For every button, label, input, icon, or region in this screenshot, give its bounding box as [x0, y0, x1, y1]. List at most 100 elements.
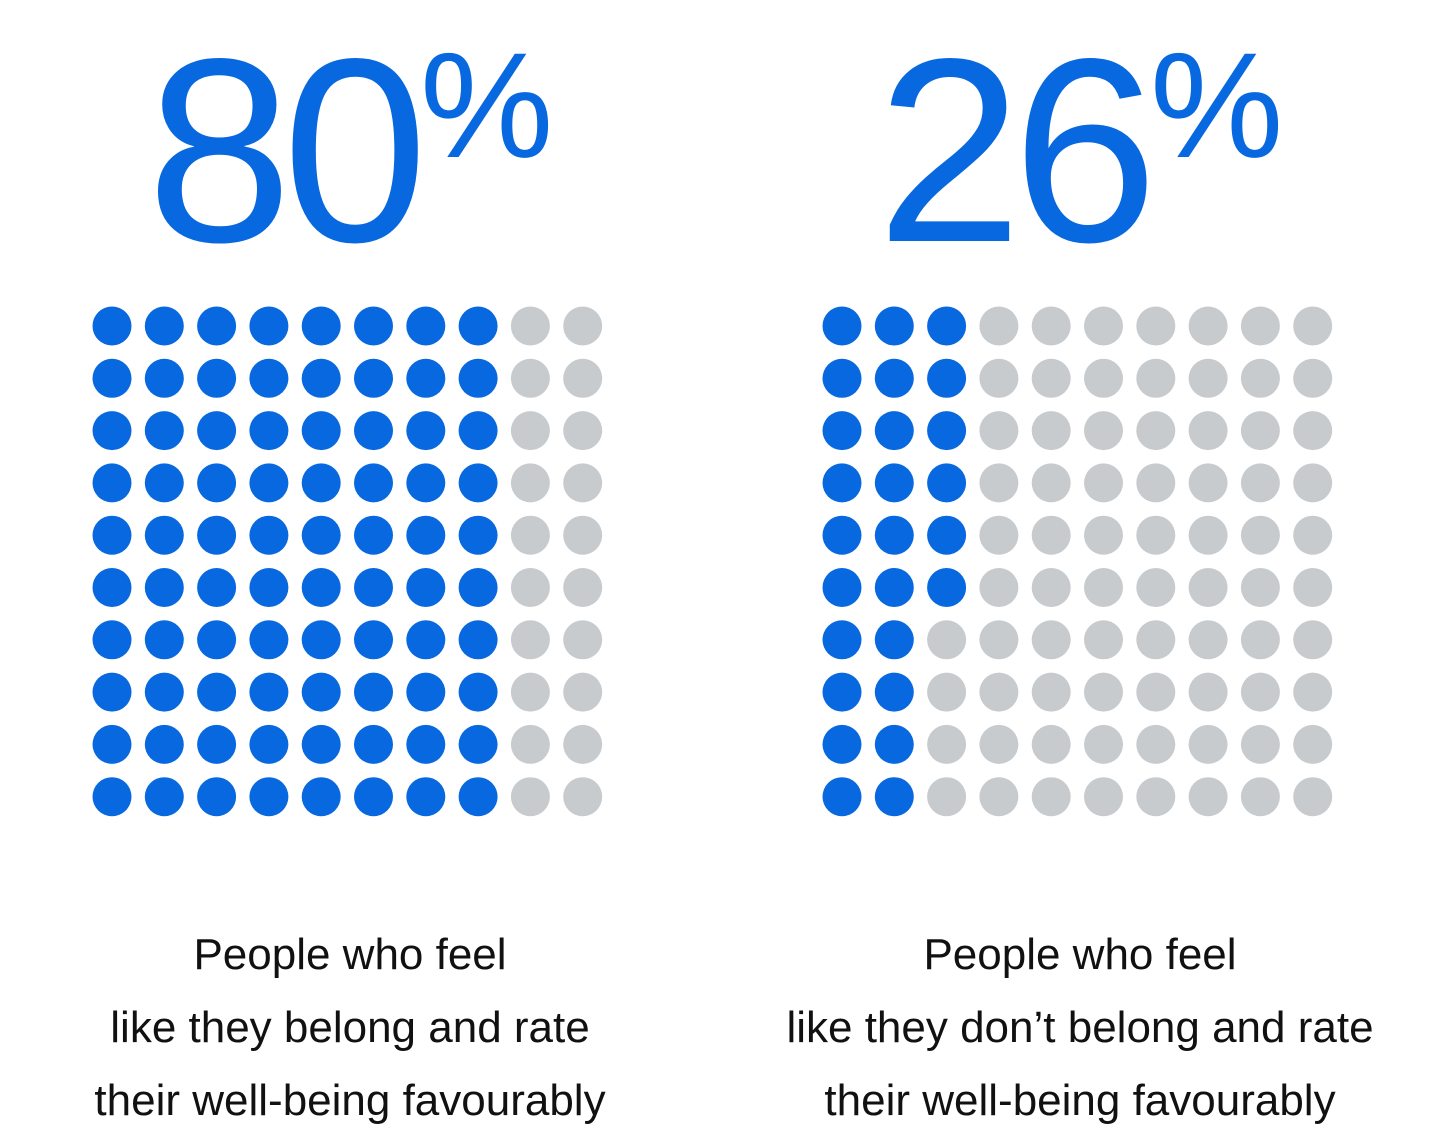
waffle-dot-filled [144, 620, 184, 660]
waffle-dot-filled [301, 777, 341, 817]
waffle-dot-empty [1136, 620, 1176, 660]
waffle-dot-filled [458, 306, 498, 346]
waffle-dot-empty [510, 620, 550, 660]
waffle-dot-filled [197, 411, 237, 451]
waffle-dot-filled [144, 672, 184, 712]
waffle-dot-empty [563, 463, 603, 503]
waffle-dot-filled [301, 411, 341, 451]
waffle-dot-filled [249, 463, 289, 503]
waffle-dot-filled [249, 515, 289, 555]
waffle-dot-empty [979, 306, 1019, 346]
waffle-panel-dont-belong: 26% People who feel like they don’t belo… [786, 0, 1373, 1144]
waffle-dot-filled [406, 777, 446, 817]
waffle-dot-filled [822, 568, 862, 607]
waffle-dot-empty [979, 777, 1019, 817]
waffle-dot-filled [354, 411, 393, 451]
waffle-dot-filled [354, 672, 393, 712]
waffle-dot-empty [1136, 306, 1176, 346]
waffle-dot-empty [510, 672, 550, 712]
waffle-dot-filled [927, 411, 967, 451]
waffle-dot-empty [1240, 777, 1280, 817]
waffle-dot-filled [874, 777, 914, 817]
waffle-dot-filled [874, 568, 914, 607]
waffle-dot-empty [563, 358, 603, 398]
waffle-dot-filled [144, 358, 184, 398]
waffle-dot-filled [92, 568, 132, 607]
waffle-dot-empty [1031, 411, 1071, 451]
waffle-dot-empty [1084, 411, 1123, 451]
waffle-dot-empty [979, 515, 1019, 555]
waffle-dot-filled [144, 777, 184, 817]
waffle-dot-filled [144, 515, 184, 555]
waffle-dot-empty [1188, 620, 1228, 660]
waffle-dot-empty [1084, 463, 1123, 503]
waffle-dot-filled [249, 306, 289, 346]
waffle-dot-empty [1031, 358, 1071, 398]
waffle-dot-empty [563, 724, 603, 764]
waffle-dot-filled [874, 724, 914, 764]
waffle-dot-empty [1240, 515, 1280, 555]
caption: People who feel like they don’t belong a… [760, 918, 1400, 1137]
waffle-dot-filled [92, 777, 132, 817]
waffle-dot-empty [563, 672, 603, 712]
waffle-dot-empty [979, 568, 1019, 607]
waffle-dot-empty [510, 777, 550, 817]
waffle-dot-filled [301, 358, 341, 398]
waffle-dot-filled [354, 620, 393, 660]
waffle-dot-filled [874, 672, 914, 712]
waffle-dot-filled [406, 568, 446, 607]
waffle-dot-filled [406, 411, 446, 451]
waffle-dot-empty [1293, 463, 1333, 503]
headline-stat: 80% [60, 20, 640, 282]
waffle-dot-empty [1293, 411, 1333, 451]
waffle-dot-empty [1084, 672, 1123, 712]
waffle-dot-filled [927, 358, 967, 398]
waffle-dot-filled [874, 306, 914, 346]
waffle-dot-empty [563, 411, 603, 451]
waffle-dot-filled [301, 515, 341, 555]
waffle-dot-filled [92, 306, 132, 346]
waffle-dot-filled [874, 515, 914, 555]
waffle-dot-filled [406, 306, 446, 346]
waffle-dot-filled [197, 463, 237, 503]
waffle-dot-filled [92, 620, 132, 660]
waffle-dot-filled [301, 672, 341, 712]
waffle-dot-empty [979, 724, 1019, 764]
waffle-dot-filled [249, 724, 289, 764]
waffle-dot-empty [1136, 463, 1176, 503]
waffle-dot-filled [874, 463, 914, 503]
waffle-dot-filled [301, 463, 341, 503]
waffle-dot-filled [458, 358, 498, 398]
waffle-dot-filled [354, 777, 393, 817]
waffle-dot-filled [874, 411, 914, 451]
waffle-dot-empty [510, 568, 550, 607]
waffle-dot-filled [406, 463, 446, 503]
waffle-dot-filled [144, 306, 184, 346]
waffle-dot-filled [458, 777, 498, 817]
waffle-dot-filled [92, 463, 132, 503]
waffle-dot-filled [197, 672, 237, 712]
waffle-dot-filled [406, 358, 446, 398]
waffle-dot-filled [354, 306, 393, 346]
waffle-dot-filled [927, 306, 967, 346]
waffle-dot-empty [1293, 568, 1333, 607]
waffle-dot-empty [510, 463, 550, 503]
waffle-dot-empty [1188, 358, 1228, 398]
waffle-dot-empty [979, 463, 1019, 503]
waffle-dot-filled [458, 568, 498, 607]
waffle-dot-filled [197, 568, 237, 607]
waffle-dot-filled [822, 515, 862, 555]
waffle-dot-empty [927, 777, 967, 817]
waffle-dot-filled [927, 568, 967, 607]
waffle-dot-empty [1188, 672, 1228, 712]
waffle-dot-filled [458, 620, 498, 660]
waffle-dot-empty [1293, 515, 1333, 555]
waffle-dot-empty [1031, 515, 1071, 555]
waffle-dot-empty [1084, 620, 1123, 660]
waffle-dot-grid [822, 306, 1333, 817]
waffle-dot-filled [249, 568, 289, 607]
waffle-dot-filled [406, 724, 446, 764]
waffle-dot-empty [979, 411, 1019, 451]
headline-percent-sign: % [420, 21, 554, 189]
waffle-dot-empty [979, 620, 1019, 660]
